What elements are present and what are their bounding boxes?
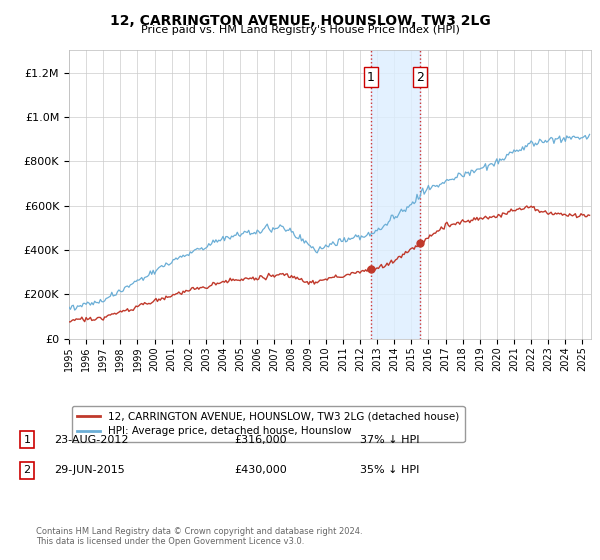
Text: 12, CARRINGTON AVENUE, HOUNSLOW, TW3 2LG: 12, CARRINGTON AVENUE, HOUNSLOW, TW3 2LG [110,14,490,28]
Text: 35% ↓ HPI: 35% ↓ HPI [360,465,419,475]
Text: Contains HM Land Registry data © Crown copyright and database right 2024.
This d: Contains HM Land Registry data © Crown c… [36,526,362,546]
Text: 1: 1 [367,71,375,83]
Legend: 12, CARRINGTON AVENUE, HOUNSLOW, TW3 2LG (detached house), HPI: Average price, d: 12, CARRINGTON AVENUE, HOUNSLOW, TW3 2LG… [71,406,464,442]
Text: 1: 1 [23,435,31,445]
Text: £316,000: £316,000 [234,435,287,445]
Text: 37% ↓ HPI: 37% ↓ HPI [360,435,419,445]
Text: 2: 2 [416,71,424,83]
Point [366,264,376,273]
Bar [371,50,420,339]
Text: £430,000: £430,000 [234,465,287,475]
Text: 23-AUG-2012: 23-AUG-2012 [54,435,128,445]
Text: Price paid vs. HM Land Registry's House Price Index (HPI): Price paid vs. HM Land Registry's House … [140,25,460,35]
Point [415,239,425,248]
Text: 2: 2 [23,465,31,475]
Text: 29-JUN-2015: 29-JUN-2015 [54,465,125,475]
